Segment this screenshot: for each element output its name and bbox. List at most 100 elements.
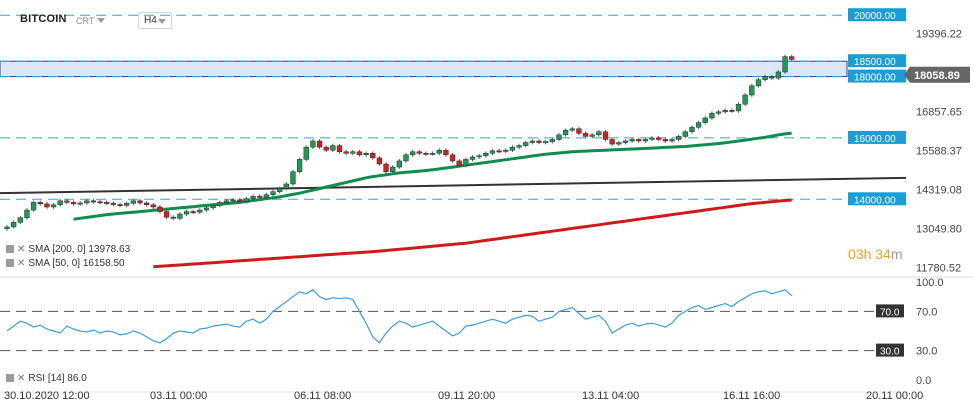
candle-body — [356, 151, 363, 156]
rsi-legend[interactable]: ✕ RSI [14] 86.0 — [6, 373, 87, 384]
candle-body — [90, 200, 97, 203]
candle-body — [396, 160, 403, 168]
sma200-legend[interactable]: ✕ SMA [200, 0] 13978.63 — [6, 244, 130, 255]
rsi-label: RSI [14] 86.0 — [28, 373, 87, 384]
candle-body — [536, 140, 542, 143]
sma50-label: SMA [50, 0] 16158.50 — [28, 258, 125, 269]
candle-body — [476, 155, 482, 158]
symbol-label[interactable]: BITCOIN — [20, 13, 67, 25]
level-tag — [848, 69, 906, 83]
candle-body — [183, 211, 190, 215]
trendline — [0, 176, 907, 195]
chevron-down-icon[interactable] — [97, 18, 105, 23]
candle-body — [489, 150, 496, 154]
candle-body — [769, 76, 775, 79]
candle-body — [64, 200, 70, 203]
level-tag-label: 20000.00 — [854, 11, 896, 22]
candle-body — [429, 153, 436, 155]
candle-body — [263, 194, 270, 198]
close-icon[interactable]: ✕ — [17, 373, 26, 384]
candle-body — [130, 200, 136, 204]
candle-body — [509, 146, 516, 151]
candle-body — [676, 136, 682, 140]
x-tick-label: 30.10.2020 12:00 — [4, 390, 90, 402]
drag-handle-icon[interactable] — [6, 259, 14, 267]
candle-body — [70, 202, 77, 205]
candle-body — [210, 205, 216, 209]
candle-body — [449, 154, 456, 162]
drag-handle-icon[interactable] — [6, 245, 14, 253]
candle-body — [636, 139, 642, 142]
sma50-line — [73, 131, 792, 221]
candle-body — [503, 149, 509, 152]
rsi-y-tick-label: 70.0 — [916, 306, 937, 318]
candle-body — [662, 139, 669, 142]
candle-body — [390, 166, 396, 172]
candle-body — [729, 110, 735, 112]
close-icon[interactable]: ✕ — [17, 258, 26, 269]
candle-body — [589, 134, 595, 137]
candle-body — [50, 204, 57, 208]
candle-body — [203, 207, 210, 211]
candle-body — [350, 151, 356, 154]
candle-body — [616, 142, 622, 145]
x-tick-label: 06.11 08:00 — [294, 390, 351, 402]
level-tag-label: 18500.00 — [854, 57, 896, 68]
candle-body — [529, 140, 536, 143]
current-price-tag — [904, 66, 970, 83]
candle-body — [469, 156, 476, 160]
candle-body — [363, 153, 369, 156]
close-icon[interactable]: ✕ — [17, 244, 26, 255]
candle-body — [576, 128, 582, 134]
candle-body — [283, 183, 289, 189]
drag-handle-icon[interactable] — [6, 374, 14, 382]
candle-body — [715, 111, 722, 114]
candle-body — [709, 113, 715, 119]
candle-body — [436, 149, 442, 154]
y-tick-label: 13049.80 — [916, 223, 962, 235]
candle-body — [789, 56, 795, 60]
candle-body — [562, 130, 569, 136]
candle-body — [722, 110, 728, 113]
y-tick-label: 15588.37 — [916, 146, 962, 158]
countdown-minutes: 34 — [875, 246, 891, 262]
candle-body — [596, 131, 602, 136]
y-tick-label: 16857.65 — [916, 107, 962, 119]
candle-body — [656, 137, 662, 140]
candle-body — [775, 71, 782, 79]
candle-body — [416, 151, 422, 154]
candle-body — [370, 153, 376, 159]
level-tag — [848, 54, 906, 68]
sma50-legend[interactable]: ✕ SMA [50, 0] 16158.50 — [6, 258, 125, 269]
candle-body — [383, 163, 389, 172]
candle-body — [310, 140, 316, 148]
candle-body — [649, 137, 655, 140]
level-tag — [848, 8, 906, 22]
x-tick-label: 16.11 16:00 — [723, 390, 780, 402]
candle-body — [376, 157, 383, 165]
candle-body — [197, 209, 203, 213]
candle-body — [104, 202, 110, 204]
candle-body — [549, 139, 555, 142]
countdown-minutes-unit: m — [890, 246, 903, 262]
candle-body — [483, 153, 489, 156]
instrument-type-label[interactable]: CRT — [76, 16, 95, 26]
timeframe-select[interactable]: H4 — [138, 12, 172, 29]
candle-body — [124, 203, 130, 206]
level-tag-label: 14000.00 — [854, 195, 896, 206]
resistance-zone — [0, 60, 848, 78]
chevron-down-icon — [158, 19, 166, 24]
candle-body — [137, 200, 143, 204]
candle-body — [303, 146, 309, 160]
candle-body — [77, 202, 83, 205]
candle-body — [290, 171, 296, 185]
candle-body — [582, 133, 589, 137]
candle-body — [230, 199, 236, 202]
rsi-y-tick-label: 30.0 — [916, 346, 937, 358]
rsi-level-tag — [876, 304, 904, 318]
timeframe-value: H4 — [144, 15, 157, 26]
candle-body — [403, 154, 409, 162]
sma200-line — [153, 198, 792, 269]
candle-body — [24, 209, 30, 218]
